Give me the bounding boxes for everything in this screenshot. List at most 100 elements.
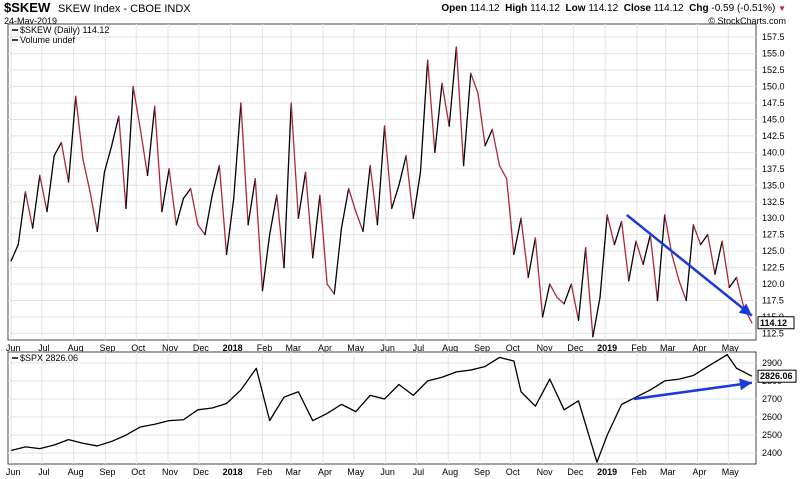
- x-tick-label: Dec: [567, 467, 584, 477]
- series-segment: [261, 234, 271, 292]
- x-tick-label: Aug: [442, 467, 458, 477]
- series-segment: [197, 224, 206, 236]
- series-segment: [419, 59, 429, 173]
- y-tick-label: 122.5: [762, 263, 785, 273]
- series-segment: [707, 234, 716, 275]
- series-segment: [692, 224, 702, 246]
- ticker-symbol: $SKEW: [4, 0, 51, 15]
- x-tick-label: Feb: [257, 343, 273, 353]
- series-segment: [383, 125, 393, 209]
- x-tick-label: May: [347, 343, 365, 353]
- series-segment: [82, 158, 91, 193]
- series-segment: [39, 174, 48, 213]
- series-segment: [211, 164, 221, 196]
- series-segment: [477, 92, 486, 147]
- series-segment: [441, 82, 450, 127]
- x-tick-label: Aug: [68, 343, 84, 353]
- x-tick-label: Apr: [693, 467, 707, 477]
- high-label: High: [505, 3, 528, 14]
- series-segment: [513, 217, 522, 256]
- series-segment: [96, 171, 106, 233]
- trend-arrowhead: [739, 378, 752, 391]
- x-tick-label: Aug: [442, 343, 458, 353]
- series-segment: [635, 240, 644, 265]
- x-tick-label: Oct: [506, 467, 521, 477]
- y-tick-label: 152.5: [762, 65, 785, 75]
- series-segment: [233, 102, 242, 200]
- x-tick-label: Apr: [318, 467, 332, 477]
- x-tick-label: Jun: [380, 467, 395, 477]
- open-value: 114.12: [469, 3, 500, 14]
- x-tick-label: Jul: [38, 343, 50, 353]
- series-segment: [89, 191, 98, 233]
- series-segment: [671, 253, 680, 282]
- series-segment: [556, 296, 565, 305]
- y-tick-label: 2900: [762, 358, 782, 368]
- quote-date: 24-May-2019: [4, 16, 58, 26]
- series-segment: [182, 187, 192, 200]
- series-segment: [520, 217, 529, 279]
- series-segment: [570, 283, 580, 321]
- series-segment: [304, 171, 314, 259]
- y-tick-label: 2400: [762, 448, 782, 458]
- series-segment: [592, 296, 601, 338]
- series-segment: [412, 171, 422, 219]
- series-segment: [455, 46, 465, 167]
- y-tick-label: 112.5: [762, 328, 784, 338]
- series-segment: [218, 164, 228, 256]
- y-tick-label: 125.0: [762, 246, 785, 256]
- series-segment: [355, 210, 364, 233]
- x-tick-label: Oct: [131, 343, 146, 353]
- x-tick-label: Oct: [131, 467, 146, 477]
- y-tick-label: 142.5: [762, 131, 785, 141]
- y-tick-label: 130.0: [762, 213, 785, 223]
- series-segment: [75, 95, 84, 160]
- series-segment: [491, 128, 501, 167]
- y-tick-label: 2700: [762, 394, 782, 404]
- y-tick-label: 150.0: [762, 82, 785, 92]
- series-segment: [139, 128, 149, 177]
- series-segment: [699, 234, 709, 246]
- series-segment: [376, 125, 386, 226]
- series-segment: [427, 59, 436, 154]
- series-segment: [462, 72, 472, 167]
- change-label: Chg: [689, 3, 709, 14]
- y-tick-label: 137.5: [762, 164, 785, 174]
- series-segment: [254, 178, 264, 292]
- series-segment: [664, 214, 673, 256]
- legend-entry: $SPX 2826.06: [20, 353, 78, 363]
- series-segment: [333, 227, 343, 295]
- x-tick-label: Feb: [631, 467, 647, 477]
- x-tick-label: May: [722, 467, 740, 477]
- series-segment: [721, 240, 730, 288]
- security-name: SKEW Index - CBOE INDX: [58, 3, 191, 15]
- y-tick-label: 147.5: [762, 98, 785, 108]
- series-segment: [620, 220, 630, 282]
- high-value: 114.12: [530, 3, 560, 14]
- x-tick-label: Dec: [193, 343, 210, 353]
- series-segment: [563, 283, 572, 305]
- trend-arrowhead: [738, 303, 752, 316]
- x-tick-label: Sep: [474, 467, 490, 477]
- series-segment: [118, 115, 127, 209]
- series-segment: [735, 276, 745, 308]
- series-segment: [326, 283, 335, 295]
- x-tick-label: 2019: [597, 343, 617, 353]
- source-credit: © StockCharts.com: [708, 16, 786, 26]
- x-tick-label: Feb: [257, 467, 273, 477]
- y-tick-label: 2600: [762, 412, 782, 422]
- series-segment: [10, 243, 19, 262]
- x-tick-label: Aug: [68, 467, 84, 477]
- x-tick-label: 2018: [223, 467, 243, 477]
- down-triangle-icon: ▼: [778, 4, 786, 13]
- series-segment: [613, 220, 623, 246]
- last-value-label: 114.12: [760, 318, 787, 328]
- trend-arrow-line: [633, 381, 753, 401]
- x-tick-label: Jul: [413, 467, 425, 477]
- series-segment: [549, 283, 558, 298]
- close-label: Close: [623, 3, 651, 14]
- plot-frame: [7, 351, 757, 465]
- series-segment: [534, 237, 544, 318]
- series-segment: [53, 141, 63, 157]
- series-segment: [348, 187, 357, 213]
